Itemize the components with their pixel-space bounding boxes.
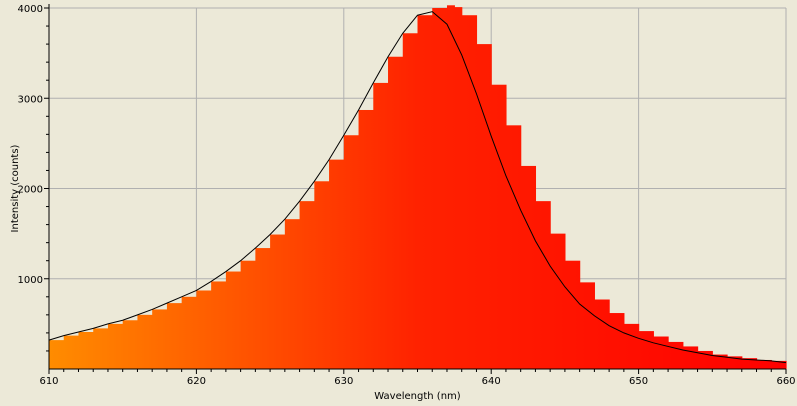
histogram-bar	[225, 271, 242, 369]
histogram-bar	[211, 281, 227, 369]
x-tick-label: 630	[334, 376, 353, 387]
x-tick-label: 650	[629, 376, 648, 387]
histogram-bar	[417, 15, 433, 369]
histogram-bar	[505, 125, 522, 369]
histogram-bar	[329, 159, 345, 369]
histogram-bar	[181, 296, 197, 369]
histogram-bar	[756, 359, 772, 369]
histogram-bar	[166, 303, 183, 369]
histogram-bar	[63, 335, 80, 369]
histogram-bar	[299, 201, 315, 369]
y-tick-label: 4000	[18, 4, 43, 15]
histogram-bar	[771, 360, 787, 369]
histogram-bar	[107, 323, 124, 369]
histogram-bar	[446, 5, 455, 369]
histogram-bar	[564, 260, 581, 369]
x-axis-title: Wavelength (nm)	[374, 391, 460, 402]
histogram-bar	[255, 248, 271, 369]
histogram-bar	[727, 356, 743, 369]
histogram-bar	[373, 82, 389, 369]
y-tick-label: 3000	[18, 94, 43, 105]
histogram-bar	[137, 314, 153, 369]
histogram-bar	[550, 233, 566, 369]
histogram-bar	[402, 33, 419, 370]
histogram-bar	[476, 44, 492, 369]
histogram-bar	[491, 84, 507, 370]
x-tick-label: 610	[39, 376, 58, 387]
histogram-bar	[579, 282, 595, 369]
histogram-bar	[668, 341, 684, 369]
histogram-bar	[520, 165, 537, 369]
histogram-bar	[284, 219, 301, 369]
fit-line	[48, 11, 787, 364]
histogram-bar	[535, 201, 551, 369]
histogram-bar	[152, 309, 168, 369]
line-layer	[48, 11, 787, 364]
y-axis-title: Intensity (counts)	[10, 144, 21, 232]
x-tick-label: 640	[482, 376, 501, 387]
histogram-bar	[454, 7, 463, 369]
histogram-bar	[682, 346, 699, 369]
histogram-bar	[240, 260, 256, 369]
histogram-bar	[623, 323, 640, 369]
axis-layer	[44, 4, 787, 374]
histogram-bar	[314, 181, 330, 369]
histogram-bar	[270, 234, 286, 369]
histogram-bar	[388, 56, 404, 370]
histogram-bar	[358, 109, 374, 370]
histogram-bar	[196, 290, 212, 369]
histogram-bar	[343, 135, 360, 369]
y-tick-label: 1000	[18, 275, 43, 286]
histogram-bar	[78, 331, 94, 369]
x-tick-label: 660	[776, 376, 795, 387]
histogram-bar	[93, 328, 109, 369]
histogram-bar	[653, 336, 669, 369]
area-layer	[49, 5, 787, 370]
histogram-bar	[638, 331, 654, 369]
histogram-bar	[432, 8, 448, 369]
y-tick-label: 2000	[18, 185, 43, 196]
histogram-bar	[49, 340, 65, 369]
histogram-bar	[122, 320, 139, 369]
histogram-bar	[741, 358, 758, 369]
x-tick-label: 620	[187, 376, 206, 387]
histogram-bar	[697, 350, 713, 369]
histogram-bar	[461, 15, 478, 369]
tick-layer: 610 620 630 640 650 660 1000 2000 3000 4000	[18, 4, 796, 387]
histogram-bar	[712, 354, 728, 369]
histogram-bar	[609, 313, 625, 369]
histogram-bar	[594, 299, 610, 369]
